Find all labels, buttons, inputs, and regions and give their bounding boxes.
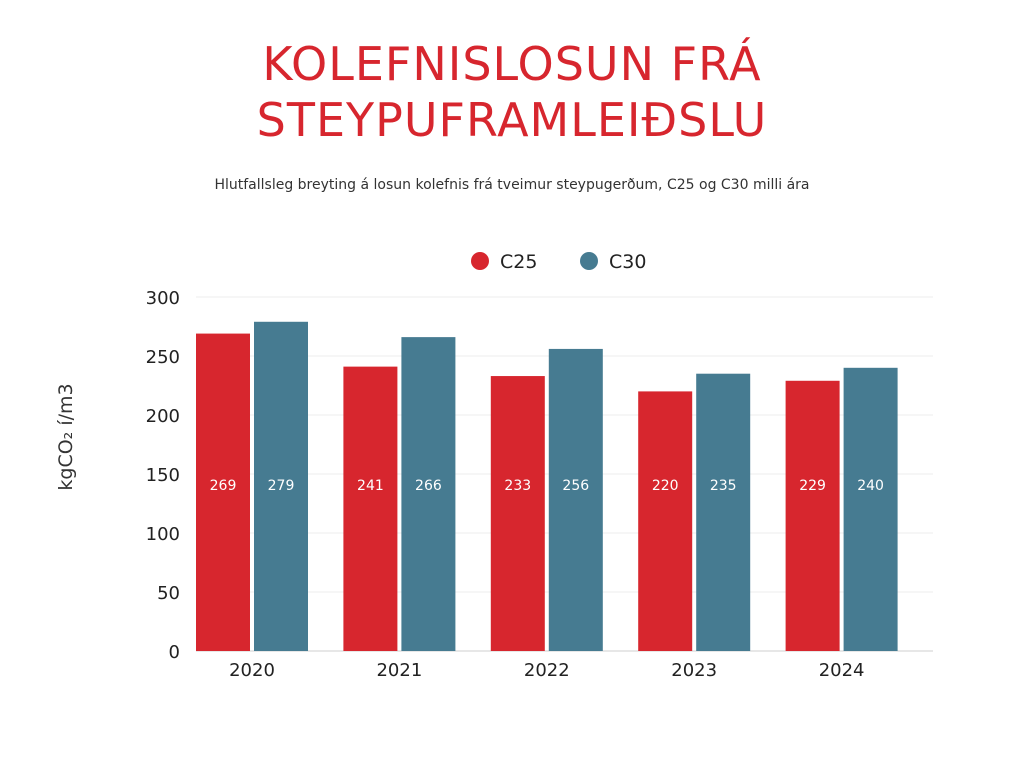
chart-title-line-1: KOLEFNISLOSUN FRÁ (262, 37, 762, 91)
legend-swatch-c25 (471, 252, 489, 270)
chart-title: KOLEFNISLOSUN FRÁ STEYPUFRAMLEIÐSLU (0, 36, 1024, 148)
x-tick-label: 2021 (376, 660, 422, 681)
chart-subtitle: Hlutfallsleg breyting á losun kolefnis f… (214, 177, 810, 193)
bar-c30 (401, 337, 456, 651)
bar-c25 (343, 366, 398, 651)
legend-label-c30: C30 (609, 251, 646, 273)
y-tick-label: 300 (146, 288, 180, 309)
bar-value-label: 279 (268, 478, 295, 494)
y-tick-label: 250 (146, 347, 180, 368)
legend-swatch-c30 (580, 252, 598, 270)
y-tick-label: 200 (146, 406, 180, 427)
bar-value-label: 266 (415, 478, 442, 494)
bar-value-label: 233 (504, 478, 531, 494)
x-tick-label: 2024 (819, 660, 865, 681)
legend-label-c25: C25 (500, 251, 537, 273)
y-axis-label: kgCO₂ í/m3 (55, 383, 77, 490)
chart-title-line-2: STEYPUFRAMLEIÐSLU (256, 93, 768, 147)
x-tick-label: 2020 (229, 660, 275, 681)
x-tick-label: 2023 (671, 660, 717, 681)
bar-value-label: 240 (857, 478, 884, 494)
bar-c25 (785, 380, 840, 651)
bar-c30 (548, 348, 603, 651)
bar-c30 (843, 367, 898, 651)
y-axis-ticks: 0 50 100 150 200 250 300 (146, 288, 180, 663)
y-tick-label: 0 (169, 642, 180, 663)
bar-value-label: 220 (652, 478, 679, 494)
legend: C25 C30 (471, 251, 646, 273)
y-tick-label: 100 (146, 524, 180, 545)
bar-c30 (254, 321, 308, 651)
y-tick-label: 50 (157, 583, 180, 604)
x-tick-label: 2022 (524, 660, 570, 681)
bar-value-label: 235 (710, 478, 737, 494)
bar-value-label: 229 (799, 478, 826, 494)
bar-value-label: 256 (562, 478, 589, 494)
bar-c25 (638, 391, 693, 651)
bars: 269 279 241 266 233 256 220 235 229 240 (196, 321, 898, 651)
bar-c25 (490, 376, 545, 651)
bar-value-label: 241 (357, 478, 384, 494)
x-axis-ticks: 2020 2021 2022 2023 2024 (229, 660, 864, 681)
bar-c25 (196, 333, 250, 651)
bar-value-label: 269 (210, 478, 237, 494)
bar-c30 (696, 373, 751, 651)
y-tick-label: 150 (146, 465, 180, 486)
